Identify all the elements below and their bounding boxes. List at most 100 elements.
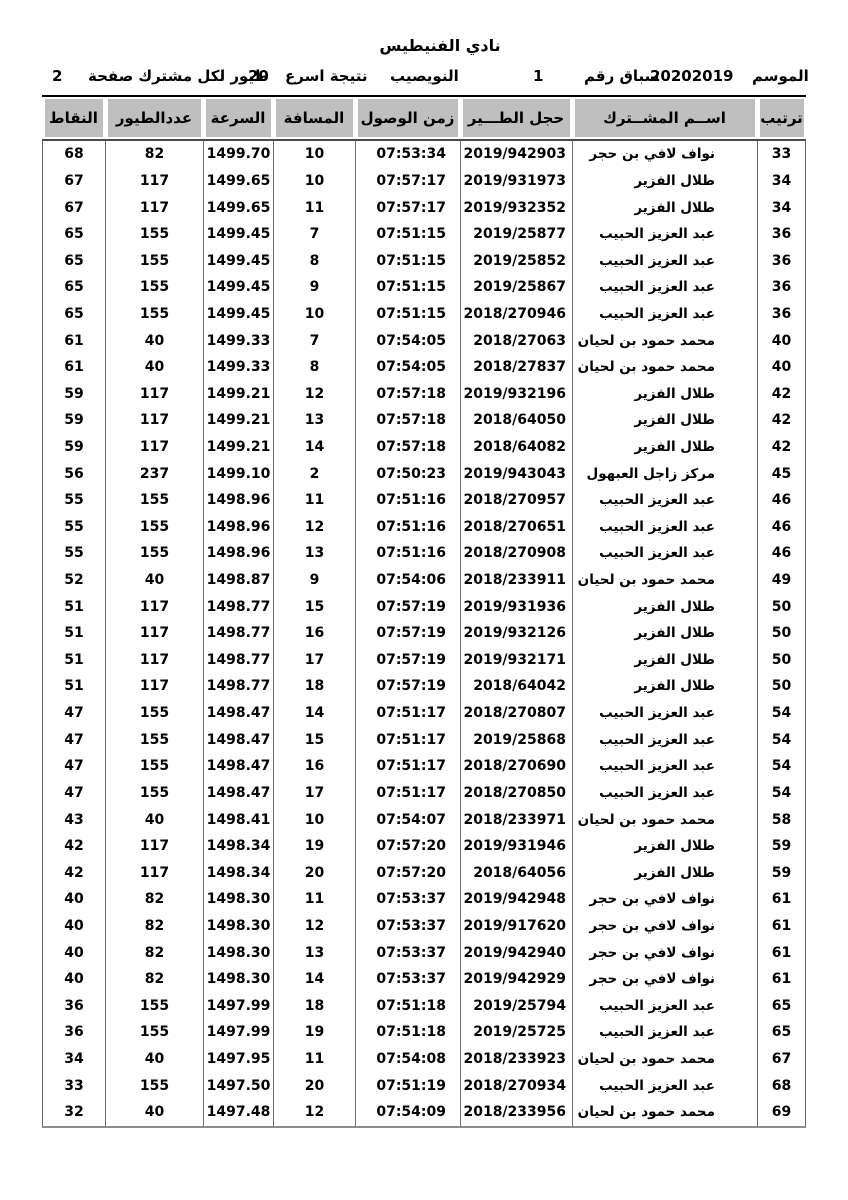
time-cell: 07:57:19: [355, 646, 460, 674]
name-cell: عبد العزيز الحبيب: [572, 1019, 757, 1046]
time-cell: 07:51:18: [355, 992, 460, 1020]
race-location: النويصيب: [390, 67, 459, 85]
distance-cell: 11: [273, 194, 355, 221]
time-cell: 07:57:17: [355, 194, 460, 221]
distance-cell: 11: [273, 1045, 355, 1073]
ring-cell: 2019/917620: [460, 912, 572, 940]
rank-cell: 36: [757, 274, 806, 301]
points-cell: 47: [42, 726, 105, 754]
points-cell: 43: [42, 806, 105, 833]
name-cell: طلال الفزير: [572, 593, 757, 620]
ring-cell: 2019/25852: [460, 247, 572, 275]
rank-cell: 42: [757, 433, 806, 461]
speed-cell: 1497.95: [203, 1045, 273, 1073]
points-cell: 52: [42, 566, 105, 594]
ring-cell: 2019/942929: [460, 965, 572, 993]
name-cell: طلال الفزير: [572, 433, 757, 461]
name-cell: عبد العزيز الحبيب: [572, 992, 757, 1020]
column-header-name: اســم المشــترك: [572, 97, 757, 139]
birds-cell: 40: [105, 806, 203, 833]
speed-cell: 1498.30: [203, 886, 273, 913]
table-row: 42 طلال الفزير 2019/932196 07:57:18 12 1…: [42, 380, 806, 408]
distance-cell: 17: [273, 779, 355, 807]
name-cell: طلال الفزير: [572, 380, 757, 408]
time-cell: 07:51:15: [355, 300, 460, 328]
speed-cell: 1498.87: [203, 566, 273, 594]
points-cell: 32: [42, 1098, 105, 1126]
birds-cell: 40: [105, 1098, 203, 1126]
birds-cell: 155: [105, 274, 203, 301]
ring-cell: 2018/270946: [460, 300, 572, 328]
speed-cell: 1499.65: [203, 194, 273, 221]
birds-cell: 40: [105, 566, 203, 594]
time-cell: 07:57:18: [355, 380, 460, 408]
table-row: 69 محمد حمود بن لحيان 2018/233956 07:54:…: [42, 1098, 806, 1126]
time-cell: 07:53:37: [355, 886, 460, 913]
rank-cell: 61: [757, 965, 806, 993]
distance-cell: 11: [273, 886, 355, 913]
result-suffix-label: طيور لكل مشترك صفحة: [88, 67, 269, 85]
birds-cell: 117: [105, 646, 203, 674]
rank-cell: 50: [757, 646, 806, 674]
race-number-label: سباق رقم: [584, 67, 660, 85]
table-row: 65 عبد العزيز الحبيب 2019/25794 07:51:18…: [42, 992, 806, 1020]
name-cell: طلال الفزير: [572, 646, 757, 674]
distance-cell: 10: [273, 806, 355, 833]
time-cell: 07:51:15: [355, 274, 460, 301]
name-cell: محمد حمود بن لحيان: [572, 353, 757, 381]
points-cell: 33: [42, 1072, 105, 1099]
column-header-distance: المسافة: [273, 97, 355, 139]
table-row: 50 طلال الفزير 2018/64042 07:57:19 18 14…: [42, 673, 806, 700]
table-row: 67 محمد حمود بن لحيان 2018/233923 07:54:…: [42, 1045, 806, 1073]
table-row: 50 طلال الفزير 2019/931936 07:57:19 15 1…: [42, 593, 806, 620]
report-meta-line: الموسم 20202019 سباق رقم 1 النويصيب نتيج…: [0, 62, 848, 90]
birds-cell: 237: [105, 460, 203, 487]
birds-cell: 155: [105, 1019, 203, 1046]
ring-cell: 2019/942948: [460, 886, 572, 913]
season-value: 20202019: [650, 67, 734, 85]
ring-cell: 2018/64056: [460, 859, 572, 887]
birds-cell: 155: [105, 992, 203, 1020]
name-cell: طلال الفزير: [572, 832, 757, 860]
birds-cell: 117: [105, 194, 203, 221]
birds-cell: 40: [105, 1045, 203, 1073]
time-cell: 07:51:16: [355, 513, 460, 541]
rank-cell: 50: [757, 619, 806, 647]
distance-cell: 15: [273, 726, 355, 754]
speed-cell: 1499.70: [203, 141, 273, 168]
page-number: 2: [52, 67, 63, 85]
time-cell: 07:54:05: [355, 327, 460, 354]
points-cell: 65: [42, 300, 105, 328]
name-cell: محمد حمود بن لحيان: [572, 566, 757, 594]
table-row: 34 طلال الفزير 2019/932352 07:57:17 11 1…: [42, 194, 806, 221]
speed-cell: 1498.77: [203, 619, 273, 647]
points-cell: 65: [42, 247, 105, 275]
speed-cell: 1498.96: [203, 513, 273, 541]
rank-cell: 46: [757, 486, 806, 514]
speed-cell: 1499.45: [203, 300, 273, 328]
speed-cell: 1498.41: [203, 806, 273, 833]
ring-cell: 2019/25867: [460, 274, 572, 301]
points-cell: 65: [42, 274, 105, 301]
points-cell: 59: [42, 380, 105, 408]
name-cell: طلال الفزير: [572, 167, 757, 195]
name-cell: محمد حمود بن لحيان: [572, 806, 757, 833]
rank-cell: 36: [757, 220, 806, 248]
time-cell: 07:57:20: [355, 859, 460, 887]
name-cell: محمد حمود بن لحيان: [572, 1098, 757, 1126]
distance-cell: 19: [273, 832, 355, 860]
speed-cell: 1499.65: [203, 167, 273, 195]
table-row: 59 طلال الفزير 2018/64056 07:57:20 20 14…: [42, 859, 806, 887]
rank-cell: 59: [757, 859, 806, 887]
name-cell: نواف لافي بن حجر: [572, 141, 757, 168]
points-cell: 40: [42, 886, 105, 913]
time-cell: 07:51:17: [355, 726, 460, 754]
rank-cell: 67: [757, 1045, 806, 1073]
result-label: نتيجة اسرع: [285, 67, 368, 85]
distance-cell: 7: [273, 327, 355, 354]
fastest-birds-count: 20: [248, 67, 269, 85]
time-cell: 07:54:08: [355, 1045, 460, 1073]
distance-cell: 7: [273, 220, 355, 248]
distance-cell: 12: [273, 380, 355, 408]
points-cell: 55: [42, 540, 105, 567]
